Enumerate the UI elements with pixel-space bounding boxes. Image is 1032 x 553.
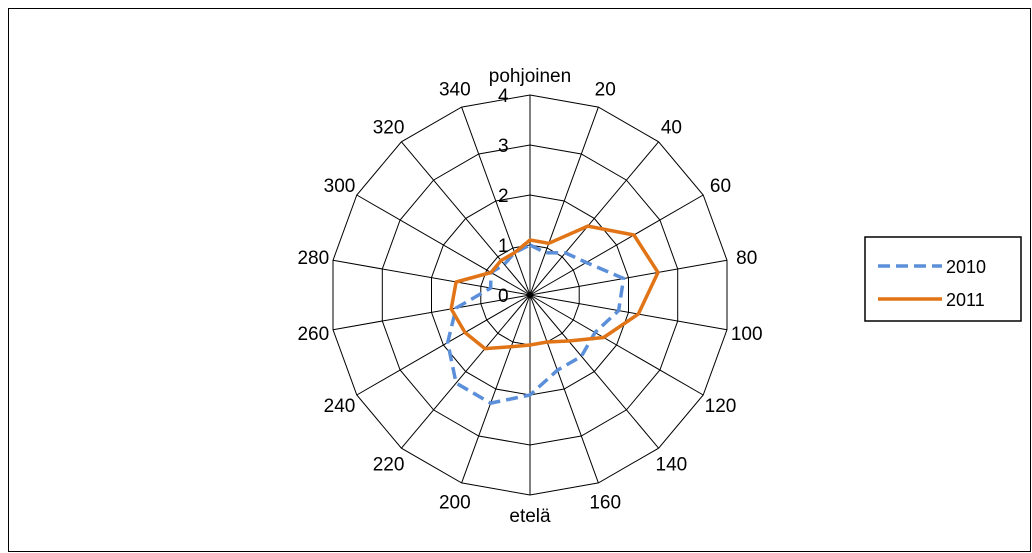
direction-label: 220 [373,455,405,476]
direction-label: 40 [661,118,682,139]
direction-label: 140 [656,455,688,476]
legend-label-2011: 2011 [946,290,985,310]
direction-label: 260 [297,324,329,345]
legend-box [864,236,1022,322]
direction-label: etelä [509,506,551,527]
grid-spoke [529,294,659,449]
radial-tick-label: 0 [498,286,509,307]
direction-label: 320 [373,118,405,139]
radial-tick-label: 2 [498,186,509,207]
grid-spoke [529,141,659,296]
grid-spoke [529,194,704,296]
direction-label: 160 [589,493,621,514]
radar-series [445,224,660,405]
direction-label: 240 [324,396,356,417]
grid-spoke [332,294,531,331]
direction-label: 100 [731,324,763,345]
grid-spoke [529,294,599,484]
direction-label: 300 [324,176,356,197]
grid-spoke [529,294,704,396]
grid-spoke [332,259,531,296]
grid-spoke [529,259,728,296]
radial-tick-label: 1 [498,236,509,257]
chart-frame [8,8,1031,552]
radar-grid [332,94,728,496]
direction-label: 80 [736,248,757,269]
legend: 2010 2011 [864,236,1022,322]
direction-label: 20 [595,79,616,100]
grid-spoke [461,294,531,484]
direction-label: 120 [705,396,737,417]
grid-spoke [401,141,531,296]
radar-labels: pohjoinen20406080100120140160etelä200220… [297,66,762,527]
direction-label: 200 [439,493,471,514]
grid-spoke [529,294,728,331]
series-line-2011 [449,224,660,351]
direction-label: 280 [297,248,329,269]
direction-label: 60 [710,176,731,197]
radial-tick-label: 4 [498,86,509,107]
grid-spoke [356,294,531,396]
legend-label-2010: 2010 [946,257,986,277]
grid-spoke [461,106,531,296]
grid-spoke [529,106,599,296]
direction-label: pohjoinen [489,66,571,87]
radial-tick-label: 3 [498,136,509,157]
series-line-2010 [445,243,626,405]
grid-spoke [401,294,531,449]
grid-spoke [356,194,531,296]
direction-label: 340 [439,79,471,100]
